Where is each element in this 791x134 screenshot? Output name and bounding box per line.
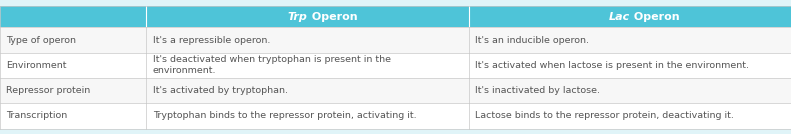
Bar [0,78,146,103]
Bar [469,6,791,27]
Text: It's activated when lactose is present in the environment.: It's activated when lactose is present i… [475,61,749,70]
Text: Lactose binds to the repressor protein, deactivating it.: Lactose binds to the repressor protein, … [475,111,734,120]
Text: It's inactivated by lactose.: It's inactivated by lactose. [475,86,600,95]
Bar [146,103,469,129]
Bar [469,53,791,78]
Text: Repressor protein: Repressor protein [6,86,91,95]
Bar [469,78,791,103]
Bar [0,103,146,129]
Bar [0,27,146,53]
Text: It's activated by tryptophan.: It's activated by tryptophan. [153,86,288,95]
Text: It's an inducible operon.: It's an inducible operon. [475,36,589,45]
Text: It's a repressible operon.: It's a repressible operon. [153,36,270,45]
Text: It's deactivated when tryptophan is present in the
environment.: It's deactivated when tryptophan is pres… [153,55,391,75]
Text: Environment: Environment [6,61,66,70]
Text: Operon: Operon [630,12,679,22]
Bar [146,78,469,103]
Text: Type of operon: Type of operon [6,36,76,45]
Bar [469,103,791,129]
Bar [469,27,791,53]
Text: Transcription: Transcription [6,111,67,120]
Bar [146,27,469,53]
Text: Operon: Operon [308,12,358,22]
Bar [146,6,469,27]
Bar [0,53,146,78]
Bar [146,53,469,78]
Text: Lac: Lac [609,12,630,22]
Text: Tryptophan binds to the repressor protein, activating it.: Tryptophan binds to the repressor protei… [153,111,416,120]
Text: Trp: Trp [288,12,308,22]
Bar [0,6,146,27]
